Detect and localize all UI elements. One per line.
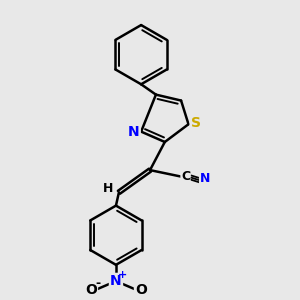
Text: O: O bbox=[85, 283, 97, 297]
Text: S: S bbox=[191, 116, 201, 130]
Text: N: N bbox=[200, 172, 210, 185]
Text: N: N bbox=[128, 124, 140, 139]
Text: H: H bbox=[103, 182, 114, 195]
Text: -: - bbox=[96, 277, 101, 290]
Text: O: O bbox=[135, 283, 147, 297]
Text: C: C bbox=[181, 169, 190, 182]
Text: S: S bbox=[191, 116, 201, 130]
Text: N: N bbox=[110, 274, 122, 288]
Text: +: + bbox=[118, 270, 127, 280]
